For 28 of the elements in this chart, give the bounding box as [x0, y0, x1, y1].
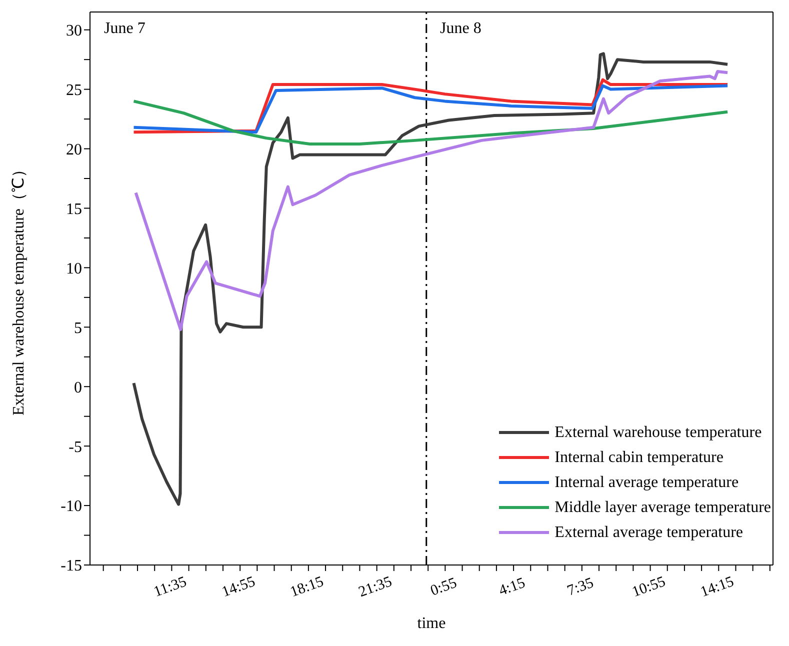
- y-tick-label: -15: [60, 558, 82, 575]
- x-tick-label: 4:15: [496, 575, 528, 600]
- x-tick-label: 11:35: [152, 574, 189, 601]
- legend-label: External average temperature: [554, 523, 743, 543]
- x-tick-label: 10:55: [630, 574, 668, 601]
- legend-label: Internal average temperature: [554, 473, 739, 493]
- x-tick-label: 14:15: [698, 574, 736, 601]
- x-axis-title: time: [417, 615, 446, 632]
- x-tick-label: 21:35: [356, 574, 394, 601]
- legend-label: External warehouse temperature: [554, 423, 762, 443]
- y-tick-label: 30: [66, 22, 82, 40]
- y-tick-label: -5: [68, 438, 82, 456]
- y-axis-title: External warehouse temperature（℃）: [10, 161, 28, 416]
- y-tick-label: 0: [74, 379, 82, 396]
- x-tick-label: 18:15: [288, 574, 326, 601]
- y-tick-label: 25: [66, 82, 82, 99]
- y-tick-label: 20: [66, 141, 82, 158]
- y-tick-label: 10: [66, 260, 82, 278]
- annotation: June 8: [440, 20, 482, 38]
- annotation: June 7: [104, 20, 146, 38]
- x-tick-label: 7:35: [565, 575, 596, 600]
- y-tick-label: 5: [74, 320, 82, 337]
- y-tick-label: -10: [60, 498, 82, 516]
- legend-label: Middle layer average temperature: [554, 498, 771, 518]
- x-tick-label: 0:55: [428, 575, 460, 600]
- y-tick-label: 15: [66, 200, 82, 218]
- legend-label: Internal cabin temperature: [554, 448, 724, 468]
- x-tick-label: 14:55: [220, 574, 258, 601]
